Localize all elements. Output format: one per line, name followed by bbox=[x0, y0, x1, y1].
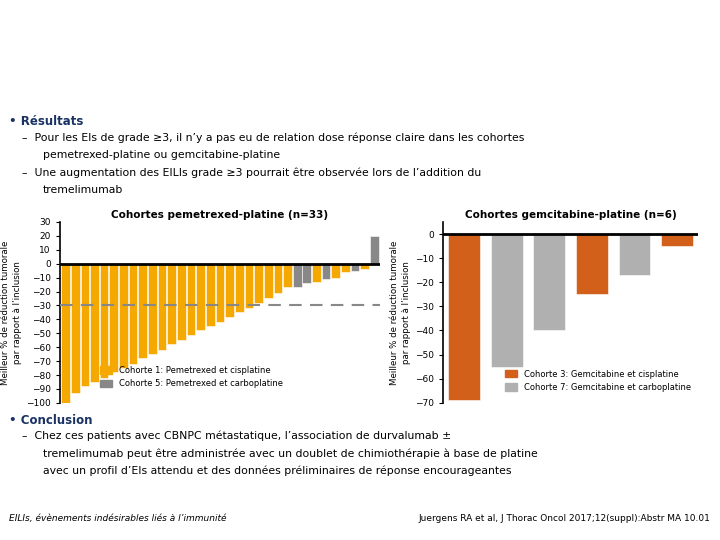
Bar bbox=[361, 264, 369, 269]
Title: Cohortes gemcitabine-platine (n=6): Cohortes gemcitabine-platine (n=6) bbox=[464, 210, 677, 220]
Bar bbox=[225, 264, 234, 316]
Bar bbox=[119, 264, 127, 368]
Legend: Cohorte 3: Gemcitabine et cisplatine, Cohorte 7: Gemcitabine et carboplatine: Cohorte 3: Gemcitabine et cisplatine, Co… bbox=[501, 366, 694, 395]
Bar bbox=[206, 264, 215, 326]
Bar bbox=[109, 264, 118, 372]
Text: Juergens RA et al, J Thorac Oncol 2017;12(suppl):Abstr MA 10.01: Juergens RA et al, J Thorac Oncol 2017;1… bbox=[419, 514, 711, 523]
Bar bbox=[235, 264, 243, 312]
Bar bbox=[312, 264, 321, 282]
Text: CBNPC: Etude du Canadian Cancer Trials Group IND,226 – Juergens RA, et al: CBNPC: Etude du Canadian Cancer Trials G… bbox=[9, 84, 577, 97]
Bar bbox=[177, 264, 186, 340]
Bar bbox=[197, 264, 205, 330]
Bar bbox=[331, 264, 340, 278]
Text: tremelimumab peut être administrée avec un doublet de chimiothérapie à base de p: tremelimumab peut être administrée avec … bbox=[43, 448, 538, 458]
Bar bbox=[283, 264, 292, 287]
Text: –  Chez ces patients avec CBNPC métastatique, l’association de durvalumab ±: – Chez ces patients avec CBNPC métastati… bbox=[22, 430, 451, 441]
Bar bbox=[618, 234, 650, 275]
Text: MA 10.01: Durvalumab ± tremelimumab avec doublet à base de platine dans le: MA 10.01: Durvalumab ± tremelimumab avec… bbox=[9, 50, 604, 63]
Bar bbox=[254, 264, 263, 302]
Text: tremelimumab: tremelimumab bbox=[43, 185, 124, 194]
Bar bbox=[158, 264, 166, 350]
Bar bbox=[302, 264, 311, 283]
Bar bbox=[186, 264, 195, 335]
Bar bbox=[322, 264, 330, 279]
Bar bbox=[264, 264, 273, 299]
Bar bbox=[448, 234, 480, 401]
Text: • Conclusion: • Conclusion bbox=[9, 414, 93, 427]
Y-axis label: Meilleur % de réduction tumorale
par rapport à l’inclusion: Meilleur % de réduction tumorale par rap… bbox=[1, 240, 22, 384]
Bar bbox=[370, 236, 379, 264]
Bar bbox=[90, 264, 99, 382]
Text: • Résultats: • Résultats bbox=[9, 116, 84, 129]
Bar bbox=[71, 264, 79, 393]
Bar bbox=[138, 264, 147, 359]
Bar bbox=[148, 264, 157, 354]
Bar bbox=[351, 264, 359, 271]
Text: avec un profil d’EIs attendu et des données préliminaires de réponse encouragean: avec un profil d’EIs attendu et des donn… bbox=[43, 465, 512, 476]
Title: Cohortes pemetrexed-platine (n=33): Cohortes pemetrexed-platine (n=33) bbox=[112, 210, 328, 220]
Bar bbox=[534, 234, 565, 330]
Text: EILIs, évènements indésirables liés à l’immunité: EILIs, évènements indésirables liés à l’… bbox=[9, 514, 227, 523]
Bar bbox=[61, 264, 70, 403]
Bar bbox=[274, 264, 282, 293]
Y-axis label: Meilleur % de réduction tumorale
par rapport à l’inclusion: Meilleur % de réduction tumorale par rap… bbox=[390, 240, 410, 384]
Bar bbox=[81, 264, 89, 386]
Bar bbox=[576, 234, 608, 294]
Bar bbox=[661, 234, 693, 246]
Bar bbox=[215, 264, 225, 322]
Bar bbox=[293, 264, 302, 287]
Bar bbox=[100, 264, 109, 378]
Bar bbox=[167, 264, 176, 345]
Bar bbox=[341, 264, 350, 272]
Text: –  Pour les EIs de grade ≥3, il n’y a pas eu de relation dose réponse claire dan: – Pour les EIs de grade ≥3, il n’y a pas… bbox=[22, 132, 524, 143]
Bar bbox=[491, 234, 523, 367]
Text: pemetrexed-platine ou gemcitabine-platine: pemetrexed-platine ou gemcitabine-platin… bbox=[43, 150, 280, 159]
Text: –  Une augmentation des EILIs grade ≥3 pourrait être observée lors de l’addition: – Une augmentation des EILIs grade ≥3 po… bbox=[22, 167, 481, 178]
Bar bbox=[129, 264, 138, 364]
Bar bbox=[245, 264, 253, 308]
Legend: Cohorte 1: Pemetrexed et cisplatine, Cohorte 5: Pemetrexed et carboplatine: Cohorte 1: Pemetrexed et cisplatine, Coh… bbox=[96, 362, 287, 392]
